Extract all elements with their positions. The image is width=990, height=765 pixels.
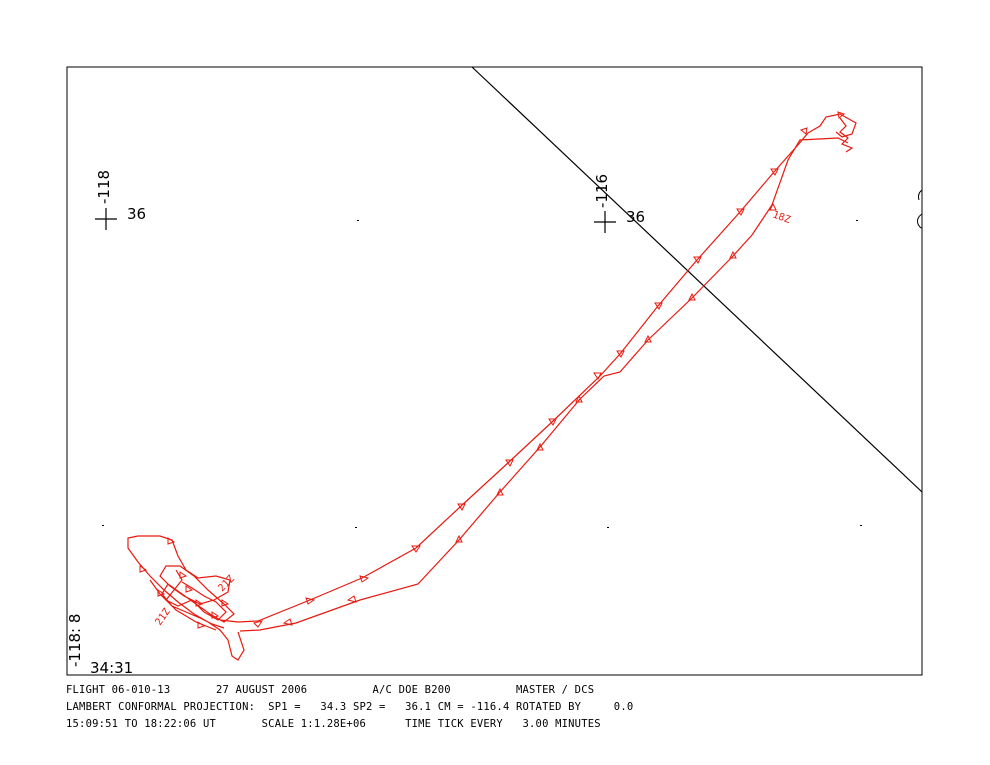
lat-label-left: 36	[127, 205, 146, 223]
edge-label-fragment	[917, 189, 923, 229]
time-label-18z: 18Z	[771, 209, 792, 226]
time-label-21z-a: 21Z	[153, 607, 172, 628]
track-outbound	[219, 113, 857, 623]
corner-lon-label: -118: 8	[66, 614, 84, 667]
track-arrows	[139, 111, 846, 629]
grid-cross-left	[95, 208, 117, 230]
corner-lat-label: 34:31	[90, 659, 133, 677]
grid-dots	[102, 220, 862, 528]
boundary-line	[471, 66, 923, 493]
lon-label-left: -118	[95, 170, 113, 204]
footer-projection-info: LAMBERT CONFORMAL PROJECTION: SP1 = 34.3…	[66, 701, 634, 713]
map-frame	[66, 66, 923, 676]
flight-track	[127, 113, 857, 661]
lon-label-right: -116	[593, 174, 611, 208]
track-start-loops	[127, 535, 245, 661]
lat-label-right: 36	[626, 208, 645, 226]
footer-flight-info: FLIGHT 06-010-13 27 AUGUST 2006 A/C DOE …	[66, 684, 595, 696]
grid-cross-right	[594, 211, 616, 233]
track-return	[239, 137, 849, 632]
footer-time-scale-info: 15:09:51 TO 18:22:06 UT SCALE 1:1.28E+06…	[66, 718, 601, 730]
track-end-scribble	[839, 117, 854, 153]
